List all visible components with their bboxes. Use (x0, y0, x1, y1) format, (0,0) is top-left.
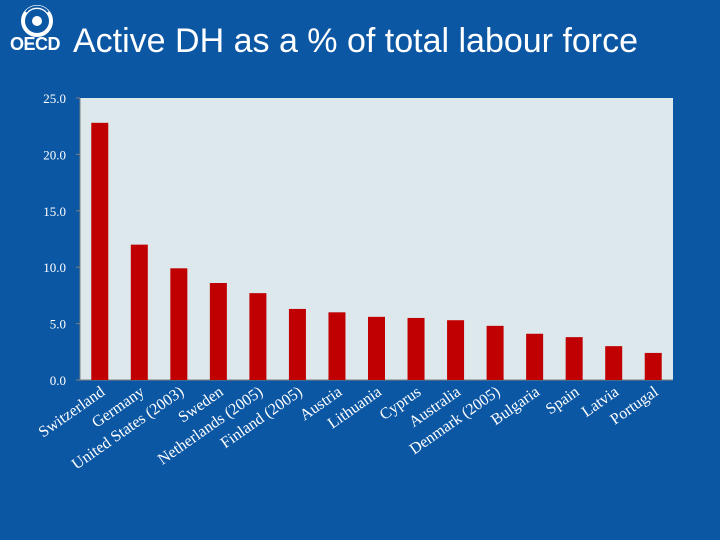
bar (170, 268, 188, 380)
y-tick-label: 10.0 (43, 260, 66, 275)
y-tick-label: 5.0 (50, 317, 66, 332)
x-tick-label: Spain (543, 383, 583, 418)
bar (209, 282, 227, 380)
bar (328, 312, 346, 380)
bar (249, 293, 267, 380)
bar (288, 308, 306, 380)
y-tick-label: 0.0 (50, 373, 66, 388)
y-tick-label: 25.0 (43, 91, 66, 106)
bar (130, 244, 148, 380)
bar (407, 317, 425, 380)
bar (447, 320, 465, 380)
bar (644, 352, 662, 380)
bar (91, 122, 109, 380)
bar (605, 346, 623, 380)
bar (368, 316, 385, 380)
page-title: Active DH as a % of total labour force (73, 22, 639, 60)
oecd-logo-icon (21, 5, 53, 37)
logo-text: OECD (10, 34, 61, 54)
bar (486, 325, 504, 380)
bar (526, 333, 544, 380)
y-tick-label: 20.0 (43, 147, 66, 162)
bar (565, 337, 583, 380)
y-tick-label: 15.0 (43, 204, 66, 219)
